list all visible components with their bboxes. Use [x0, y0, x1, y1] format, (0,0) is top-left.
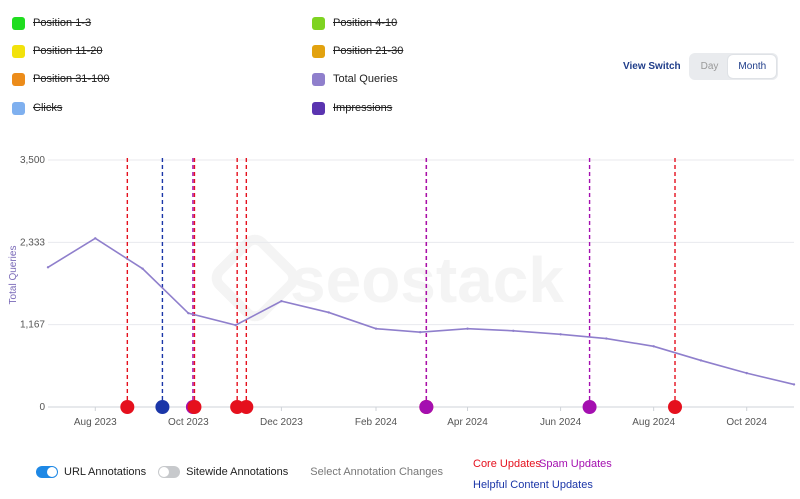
watermark-logo: seostack [211, 234, 564, 322]
toggle-knob [47, 467, 57, 477]
data-point [327, 311, 330, 314]
data-point [234, 323, 237, 327]
x-tick-label: Jun 2024 [540, 417, 582, 428]
sitewide-annotations-label: Sitewide Annotations [186, 466, 289, 478]
data-point [141, 267, 144, 270]
annotation-marker-spam [419, 400, 434, 414]
view-month-button[interactable]: Month [728, 55, 777, 78]
x-tick-label: Oct 2023 [168, 417, 209, 428]
legend-label: Impressions [333, 102, 393, 114]
legend-swatch [12, 101, 25, 115]
view-switch-label: View Switch [623, 61, 681, 72]
legend-label: Position 31-100 [33, 73, 110, 85]
sitewide-annotations-toggle-group: Sitewide Annotations [158, 466, 288, 478]
view-switch-toggle: Day Month [688, 53, 779, 80]
legend-label: Position 4-10 [333, 17, 398, 29]
legend-item-position-21-30[interactable]: Position 21-30 [312, 43, 403, 59]
url-annotations-toggle[interactable] [36, 466, 58, 478]
x-tick-label: Aug 2023 [74, 417, 117, 428]
data-point [652, 345, 655, 348]
annotation-marker-helpful [155, 400, 170, 414]
data-point [699, 359, 703, 362]
annotation-marker-core [239, 400, 254, 414]
x-tick-label: Dec 2023 [260, 417, 303, 428]
legend-label: Position 1-3 [33, 17, 92, 29]
data-point [419, 330, 422, 334]
view-day-button[interactable]: Day [700, 61, 719, 72]
x-tick-label: Feb 2024 [355, 417, 398, 428]
x-tick-label: Apr 2024 [447, 417, 488, 428]
sitewide-annotations-toggle[interactable] [158, 466, 181, 478]
y-tick-label: 1,167 [20, 320, 45, 331]
annotation-marker-core [668, 400, 683, 414]
legend-swatch [12, 72, 25, 86]
legend-label: Clicks [33, 102, 63, 114]
legend-swatch [12, 44, 25, 58]
y-tick-label: 3,500 [20, 155, 45, 166]
x-tick-label: Aug 2024 [632, 417, 675, 428]
data-point [374, 327, 378, 330]
chart-legend: Position 1-3 Position 4-10 Position 11-2… [10, 12, 590, 122]
annotation-controls: URL Annotations Sitewide Annotations Sel… [36, 466, 443, 478]
x-tick-label: Oct 2024 [726, 417, 767, 428]
view-switch: View Switch Day Month [623, 53, 779, 80]
y-tick-label: 0 [39, 402, 45, 413]
data-point [187, 311, 190, 315]
y-axis-ticks: 0 1,167 2,333 3,500 [20, 155, 45, 413]
legend-item-position-1-3[interactable]: Position 1-3 [12, 15, 91, 31]
watermark-text: seostack [290, 244, 564, 316]
data-point [745, 371, 748, 375]
spam-updates-key[interactable]: Spam Updates [539, 458, 612, 470]
legend-label: Total Queries [333, 73, 398, 85]
url-annotations-label: URL Annotations [64, 466, 147, 478]
legend-item-total-queries[interactable]: Total Queries [312, 71, 398, 87]
legend-item-position-11-20[interactable]: Position 11-20 [12, 43, 103, 59]
total-queries-chart: seostack 0 1,167 2,333 3,500 Aug 2023 Oct 20… [8, 155, 796, 428]
helpful-content-updates-key[interactable]: Helpful Content Updates [473, 479, 593, 491]
toggle-knob [159, 467, 170, 477]
data-point [94, 237, 97, 240]
data-point [280, 299, 283, 303]
annotation-marker-core [187, 400, 202, 414]
annotation-marker-spam [582, 400, 597, 414]
url-annotations-toggle-group: URL Annotations [36, 466, 146, 478]
legend-item-impressions[interactable]: Impressions [312, 100, 392, 116]
legend-swatch [312, 101, 325, 115]
legend-item-clicks[interactable]: Clicks [12, 100, 62, 116]
select-annotation-changes[interactable]: Select Annotation Changes [310, 466, 444, 478]
legend-item-position-4-10[interactable]: Position 4-10 [312, 15, 397, 31]
legend-swatch [312, 16, 325, 30]
y-tick-label: 2,333 [20, 237, 45, 248]
data-point [792, 383, 796, 386]
legend-swatch [312, 44, 325, 58]
data-point [512, 329, 515, 332]
legend-label: Position 11-20 [33, 45, 103, 57]
annotation-marker-core [120, 400, 135, 414]
series-layer [46, 237, 796, 386]
data-point [605, 337, 608, 340]
x-axis-ticks: Aug 2023 Oct 2023 Dec 2023 Feb 2024 Apr 2024… [74, 407, 767, 428]
core-updates-key[interactable]: Core Updates [473, 458, 541, 470]
legend-label: Position 21-30 [333, 45, 404, 57]
data-point [466, 327, 469, 330]
data-point [559, 333, 562, 336]
legend-swatch [312, 72, 325, 86]
legend-swatch [12, 16, 25, 30]
data-point [46, 266, 50, 269]
annotation-lines [120, 158, 683, 414]
legend-item-position-31-100[interactable]: Position 31-100 [12, 71, 109, 87]
y-axis-label: Total Queries [8, 246, 19, 305]
